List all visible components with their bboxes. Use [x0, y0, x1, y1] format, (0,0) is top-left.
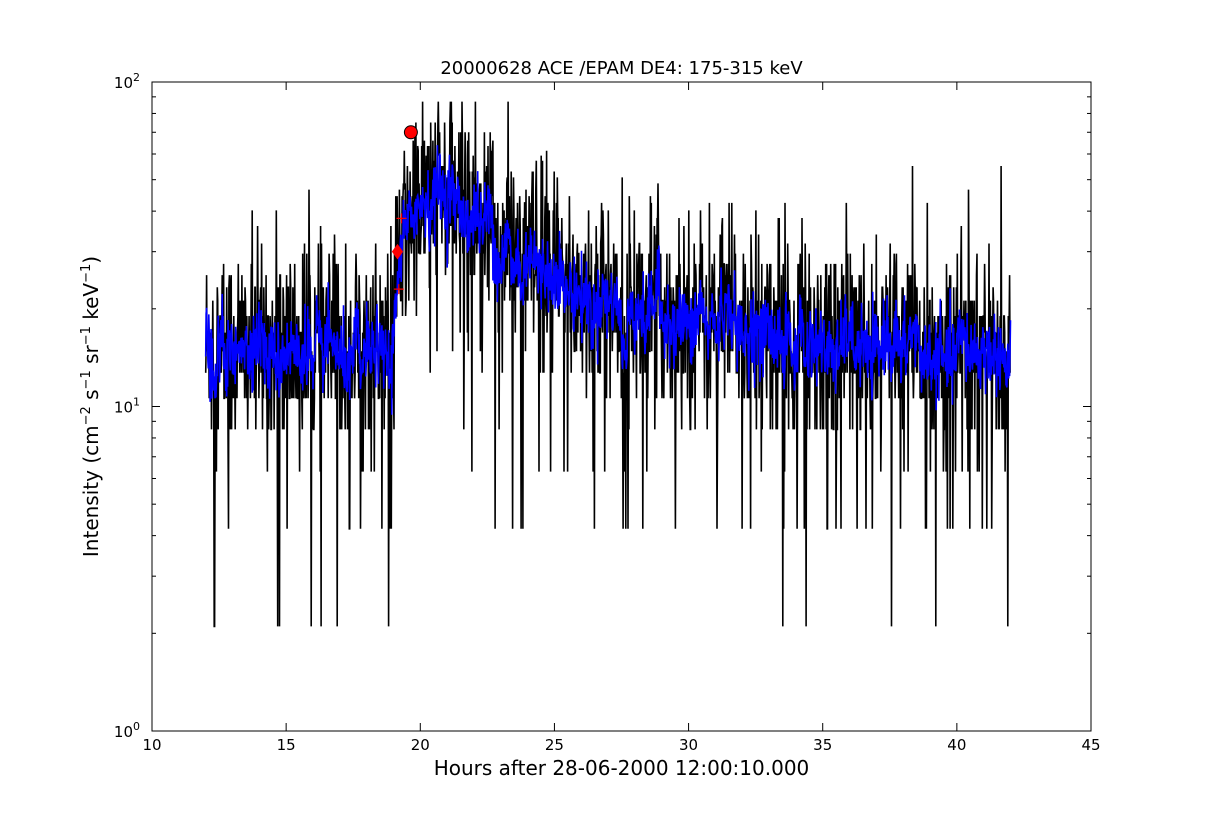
y-label-suffix: ): [79, 256, 103, 264]
series-layer: [204, 101, 1012, 628]
marker-layer: [391, 125, 418, 295]
chart-title: 20000628 ACE /EPAM DE4: 175-315 keV: [440, 58, 803, 79]
x-tick-label: 20: [411, 736, 430, 754]
y-tick-exponent: 0: [133, 720, 140, 733]
x-tick-label: 10: [142, 736, 161, 754]
peak-marker: [403, 125, 418, 140]
x-tick-label: 45: [1081, 736, 1100, 754]
y-tick-label: 102: [114, 71, 140, 92]
onset-marker: [391, 243, 404, 260]
y-tick-base: 10: [114, 399, 133, 417]
y-tick-label: 100: [114, 720, 140, 741]
y-tick-exponent: 1: [133, 396, 140, 409]
plus-marker: [396, 213, 407, 224]
x-tick-label: 15: [277, 736, 296, 754]
y-label-exponent: −1: [79, 264, 94, 283]
y-label-unit: sr: [79, 344, 103, 370]
x-tick-label: 25: [545, 736, 564, 754]
y-label-exponent: −2: [79, 406, 94, 425]
smoothed-intensity-line: [204, 145, 1012, 415]
x-tick-label: 30: [679, 736, 698, 754]
y-tick-label: 101: [114, 396, 140, 417]
y-label-unit: keV: [79, 283, 103, 327]
y-label-unit: s: [79, 389, 103, 406]
x-tick-label: 35: [813, 736, 832, 754]
y-tick-exponent: 2: [133, 71, 140, 84]
y-label-prefix: Intensity (cm: [79, 425, 103, 557]
y-label-exponent: −1: [79, 326, 94, 345]
plus-marker: [393, 284, 404, 295]
x-axis-label: Hours after 28-06-2000 12:00:10.000: [434, 756, 810, 780]
y-tick-base: 10: [114, 723, 133, 741]
x-tick-label: 40: [947, 736, 966, 754]
y-label-exponent: −1: [79, 370, 94, 389]
raw-intensity-line: [204, 101, 1011, 628]
y-tick-base: 10: [114, 74, 133, 92]
y-axis-label: Intensity (cm−2​ s−1​ sr−1​ keV−1​): [79, 256, 103, 557]
